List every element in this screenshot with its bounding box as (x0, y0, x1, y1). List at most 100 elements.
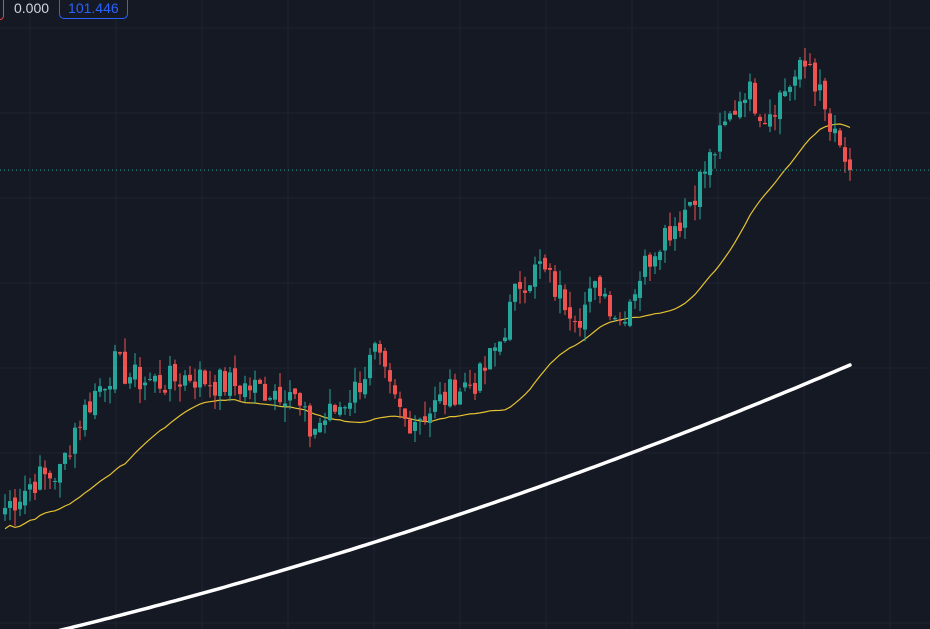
candle-body (478, 363, 482, 391)
candle-body (843, 147, 847, 162)
candle-body (283, 403, 287, 407)
candle-body (353, 381, 357, 403)
candle-body (103, 389, 107, 391)
fast-moving-average (4, 123, 851, 530)
candle-body (673, 226, 677, 240)
candle-body (138, 366, 142, 390)
candle-body (338, 406, 342, 415)
candle-body (23, 490, 27, 506)
candle-body (628, 301, 632, 326)
candle-body (423, 416, 427, 422)
candle-body (788, 86, 792, 92)
candle-body (813, 62, 817, 92)
candle-body (98, 386, 102, 392)
candle-body (723, 121, 727, 125)
candle-body (318, 422, 322, 433)
candle-body (493, 347, 497, 351)
candle-body (683, 209, 687, 228)
candle-body (563, 289, 567, 311)
candle-body (718, 125, 722, 152)
candle-body (643, 255, 647, 277)
candle-body (413, 421, 417, 431)
candle-body (498, 341, 502, 352)
candle-body (573, 321, 577, 323)
candle-body (848, 159, 852, 171)
candle-body (198, 369, 202, 388)
slow-moving-average (57, 363, 852, 629)
candle-body (13, 497, 17, 511)
candle-body (48, 472, 52, 479)
candle-body (123, 351, 127, 384)
candle-body (588, 288, 592, 302)
candle-body (128, 377, 132, 384)
candle-body (713, 154, 717, 156)
candle-body (693, 200, 697, 205)
fast-ma-line (4, 123, 851, 530)
candle-body (173, 363, 177, 382)
candle-body (553, 271, 557, 297)
candle-body (378, 344, 382, 353)
candle-body (298, 393, 302, 406)
candle-body (313, 428, 317, 435)
candle-body (268, 397, 272, 400)
candle-body (363, 379, 367, 395)
slow-ma-line (57, 363, 852, 629)
candle-body (708, 152, 712, 176)
candle-body (153, 375, 157, 382)
candle-body (18, 501, 22, 510)
candle-body (688, 201, 692, 206)
candlestick-series (3, 48, 852, 526)
legend-color-marker (0, 0, 4, 20)
candle-body (143, 382, 147, 386)
candle-body (163, 389, 167, 393)
candle-body (188, 374, 192, 381)
candle-body (308, 405, 312, 437)
candle-body (818, 84, 822, 91)
candle-body (368, 354, 372, 379)
candle-body (223, 371, 227, 392)
legend-value-zero: 0.000 (14, 0, 50, 16)
candle-body (823, 80, 827, 110)
candle-body (258, 379, 262, 384)
candle-body (648, 254, 652, 267)
candle-body (728, 113, 732, 120)
candle-body (218, 369, 222, 397)
candle-body (388, 370, 392, 382)
candle-body (748, 81, 752, 100)
legend-value-price: 101.446 (59, 0, 128, 19)
candle-body (638, 280, 642, 298)
candle-body (743, 99, 747, 104)
candle-body (773, 115, 777, 117)
candle-body (393, 385, 397, 395)
candle-body (593, 281, 597, 288)
candle-body (698, 171, 702, 208)
candle-body (348, 402, 352, 409)
candle-body (558, 285, 562, 299)
candle-body (703, 171, 707, 174)
candle-body (418, 418, 422, 420)
candle-body (28, 484, 32, 490)
candle-body (238, 385, 242, 395)
candle-body (508, 301, 512, 340)
candle-body (738, 101, 742, 118)
candle-body (38, 466, 42, 490)
candle-body (448, 379, 452, 407)
candle-body (88, 401, 92, 413)
candle-body (733, 110, 737, 115)
candle-body (533, 264, 537, 287)
candle-body (243, 383, 247, 398)
candle-body (213, 381, 217, 396)
candle-body (398, 398, 402, 407)
candle-body (233, 368, 237, 387)
candle-body (633, 294, 637, 301)
candle-body (663, 227, 667, 251)
candle-body (608, 295, 612, 317)
candle-body (488, 348, 492, 370)
candle-body (618, 319, 622, 321)
candle-body (428, 413, 432, 423)
candle-body (468, 384, 472, 386)
candle-body (658, 251, 662, 261)
candle-body (228, 372, 232, 396)
candle-body (518, 282, 522, 289)
